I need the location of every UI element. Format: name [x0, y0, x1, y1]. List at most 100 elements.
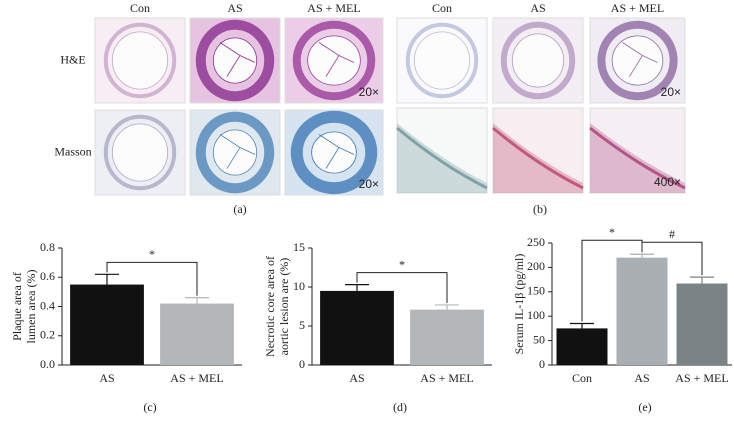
plaque	[318, 134, 355, 169]
significance-bracket	[106, 261, 198, 296]
micrograph	[189, 109, 281, 196]
plaque	[622, 42, 658, 77]
vessel-wall	[500, 21, 576, 100]
tissue-edge	[589, 126, 686, 190]
y-tick-label: 50	[533, 332, 545, 346]
micrograph	[94, 17, 186, 104]
y-axis-label: aortic lesion are (%)	[277, 258, 291, 356]
y-tick-label: 5	[299, 318, 305, 332]
tissue-edge	[396, 126, 488, 190]
micrograph	[589, 17, 686, 104]
bar	[160, 303, 234, 365]
y-tick-label: 15	[293, 240, 305, 254]
magnification: 20×	[359, 85, 379, 99]
vessel-wall	[103, 22, 177, 99]
magnification: 400×	[654, 175, 681, 189]
panel-label: (e)	[638, 400, 651, 414]
column-label: AS	[227, 1, 242, 15]
lumen	[311, 131, 357, 174]
micrograph	[589, 107, 686, 194]
micrograph	[396, 107, 488, 194]
plaque	[219, 42, 256, 77]
y-tick-label: 0.0	[40, 357, 55, 371]
y-tick-label: 150	[527, 284, 545, 298]
y-tick-label: 250	[527, 235, 545, 249]
micrograph	[189, 17, 281, 104]
significance-label: *	[609, 225, 615, 239]
y-tick-label: 0.4	[40, 298, 55, 312]
error-bar	[185, 297, 209, 304]
bar	[410, 309, 484, 365]
significance-label: *	[149, 247, 155, 261]
lumen	[212, 37, 258, 84]
y-axis-label: Necrotic core area of	[263, 256, 277, 357]
bar	[556, 328, 608, 365]
error-bar	[630, 253, 654, 258]
bar	[70, 284, 144, 365]
x-tick-label: AS	[349, 371, 364, 385]
micrograph	[94, 109, 186, 196]
y-axis-label: Serum IL-1β (pg/ml)	[512, 254, 526, 355]
significance-bracket	[641, 241, 703, 276]
x-tick-label: AS + MEL	[420, 371, 473, 385]
lumen	[212, 129, 258, 176]
y-tick-label: 200	[527, 259, 545, 273]
magnification: 20×	[661, 85, 681, 99]
vessel-wall	[195, 19, 275, 102]
y-tick-label: 0.6	[40, 269, 55, 283]
vessel-wall	[292, 20, 376, 101]
lumen	[611, 35, 664, 86]
row-label: H&E	[60, 52, 85, 66]
x-tick-label: AS	[99, 371, 114, 385]
x-tick-label: Con	[572, 371, 592, 385]
y-axis-label: lumen area (%)	[24, 270, 38, 344]
micrograph	[492, 107, 584, 194]
vessel-wall	[597, 20, 678, 101]
micrograph	[284, 17, 384, 104]
y-tick-label: 0	[539, 357, 545, 371]
y-tick-label: 0	[299, 357, 305, 371]
vessel-wall	[195, 111, 275, 194]
x-tick-label: AS + MEL	[170, 371, 223, 385]
lumen	[307, 35, 361, 86]
micrograph	[284, 109, 384, 196]
y-tick-label: 10	[293, 279, 305, 293]
panel-label: (d)	[393, 400, 407, 414]
panel-label: (c)	[143, 400, 156, 414]
bar	[676, 283, 728, 365]
plaque	[318, 42, 355, 77]
column-label: AS + MEL	[611, 1, 664, 15]
micrograph	[396, 17, 488, 104]
y-tick-label: 0.8	[40, 240, 55, 254]
vessel-wall	[405, 22, 479, 99]
error-bar	[570, 322, 594, 329]
tissue-edge	[492, 126, 584, 190]
panel-label: (a)	[233, 202, 246, 216]
micrograph	[492, 17, 584, 104]
error-bar	[435, 304, 459, 310]
vessel-wall	[290, 110, 378, 195]
lumen	[111, 31, 169, 90]
significance-label: *	[399, 257, 405, 271]
lumen	[111, 123, 169, 182]
bar	[616, 257, 668, 365]
y-tick-label: 0.2	[40, 328, 55, 342]
lumen	[413, 31, 471, 90]
error-bar	[690, 276, 714, 284]
row-label: Masson	[54, 144, 91, 158]
column-label: Con	[432, 1, 452, 15]
error-bar	[345, 284, 369, 291]
panel-label: (b)	[533, 202, 547, 216]
bar	[320, 290, 394, 365]
x-tick-label: AS	[634, 371, 649, 385]
vessel-wall	[103, 114, 177, 191]
column-label: AS	[530, 1, 545, 15]
column-label: AS + MEL	[307, 1, 360, 15]
column-label: Con	[130, 1, 150, 15]
significance-label: #	[669, 227, 675, 241]
significance-bracket	[356, 272, 448, 303]
y-tick-label: 100	[527, 308, 545, 322]
lumen	[511, 33, 565, 88]
x-tick-label: AS + MEL	[675, 371, 728, 385]
